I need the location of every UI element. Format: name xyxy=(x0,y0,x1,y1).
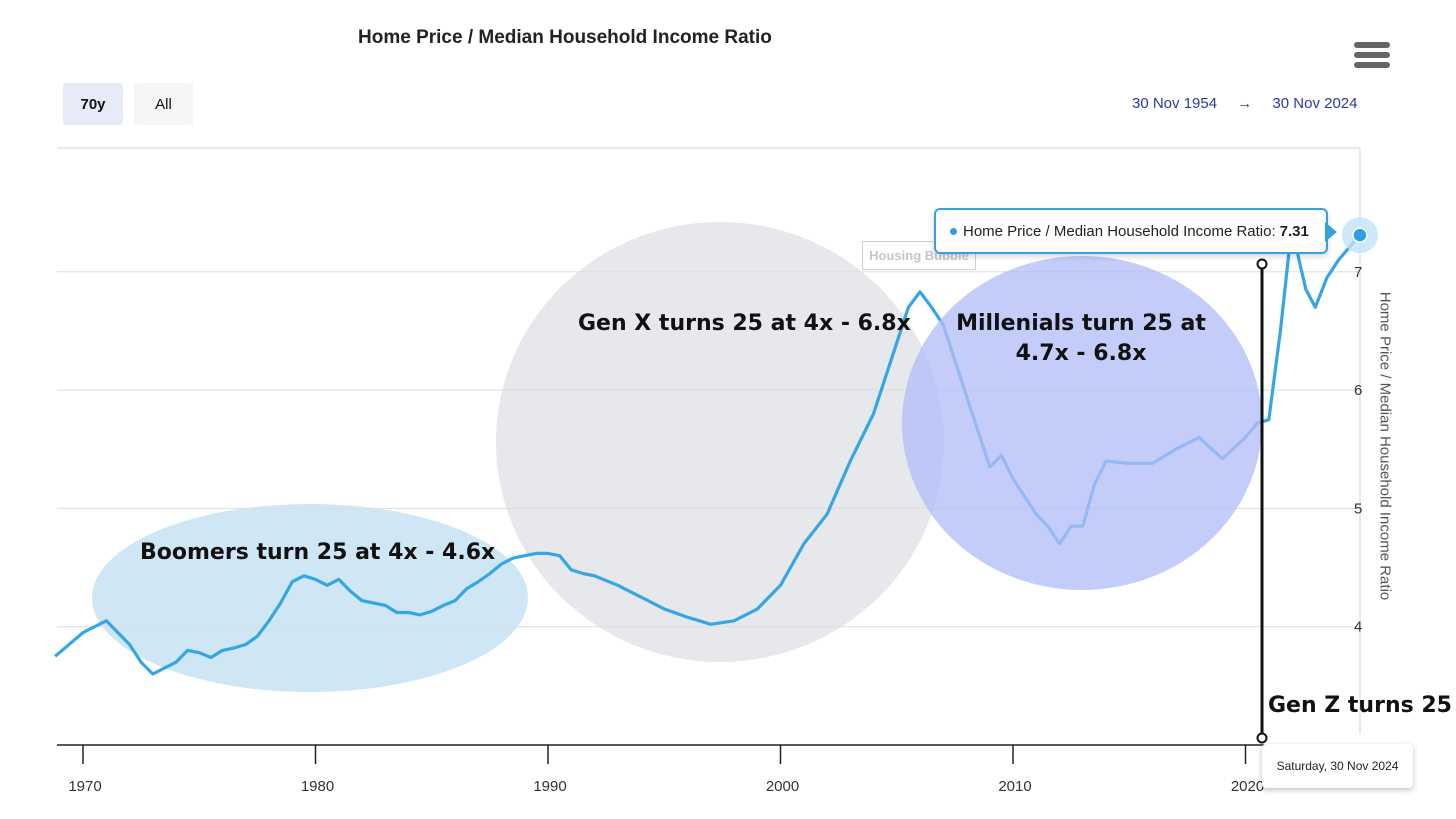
y-tick-label: 6 xyxy=(1354,382,1362,399)
x-tick-label: 1990 xyxy=(533,778,566,795)
x-tick-label: 2000 xyxy=(766,778,799,795)
annotation-millenials-line1: Millenials turn 25 at xyxy=(956,311,1206,336)
region-boomers xyxy=(92,504,528,692)
tooltip-value: 7.31 xyxy=(1279,222,1309,240)
series-dot-icon xyxy=(950,227,957,235)
range-button-70y[interactable]: 70y xyxy=(63,83,123,125)
x-tick-label: 2010 xyxy=(998,778,1031,795)
annotation-genx: Gen X turns 25 at 4x - 6.8x xyxy=(578,311,911,336)
region-millenials xyxy=(902,256,1262,590)
annotation-genz: Gen Z turns 25 xyxy=(1268,693,1452,718)
x-tick-label: 1970 xyxy=(68,778,101,795)
x-tick-label: 2020 xyxy=(1231,778,1264,795)
annotation-millenials-line2: 4.7x - 6.8x xyxy=(1015,341,1147,366)
annotation-millenials: Millenials turn 25 at 4.7x - 6.8x xyxy=(950,311,1212,366)
x-tooltip-pointer xyxy=(1350,734,1370,744)
date-range: 30 Nov 1954 → 30 Nov 2024 xyxy=(1132,95,1358,112)
chart-title: Home Price / Median Household Income Rat… xyxy=(358,27,772,48)
annotation-boomers: Boomers turn 25 at 4x - 4.6x xyxy=(140,540,496,565)
range-button-all[interactable]: All xyxy=(134,83,193,125)
genz-marker-top xyxy=(1256,258,1268,270)
x-axis-date-tooltip: Saturday, 30 Nov 2024 xyxy=(1262,744,1413,788)
y-tick-label: 7 xyxy=(1354,264,1362,281)
y-tick-label: 5 xyxy=(1354,500,1362,517)
tooltip-pointer xyxy=(1325,222,1337,242)
arrow-right-icon: → xyxy=(1237,95,1253,112)
y-axis-title: Home Price / Median Household Income Rat… xyxy=(1376,291,1394,601)
date-from[interactable]: 30 Nov 1954 xyxy=(1132,95,1218,112)
value-tooltip: Home Price / Median Household Income Rat… xyxy=(934,208,1328,254)
genz-marker-bottom xyxy=(1256,732,1268,744)
hamburger-menu-icon[interactable] xyxy=(1354,42,1390,76)
region-genx xyxy=(496,222,944,662)
tooltip-series-label: Home Price / Median Household Income Rat… xyxy=(963,222,1276,240)
y-tick-label: 4 xyxy=(1354,619,1362,636)
last-point-marker xyxy=(1352,227,1368,243)
date-to[interactable]: 30 Nov 2024 xyxy=(1272,95,1358,112)
x-tick-label: 1980 xyxy=(301,778,334,795)
